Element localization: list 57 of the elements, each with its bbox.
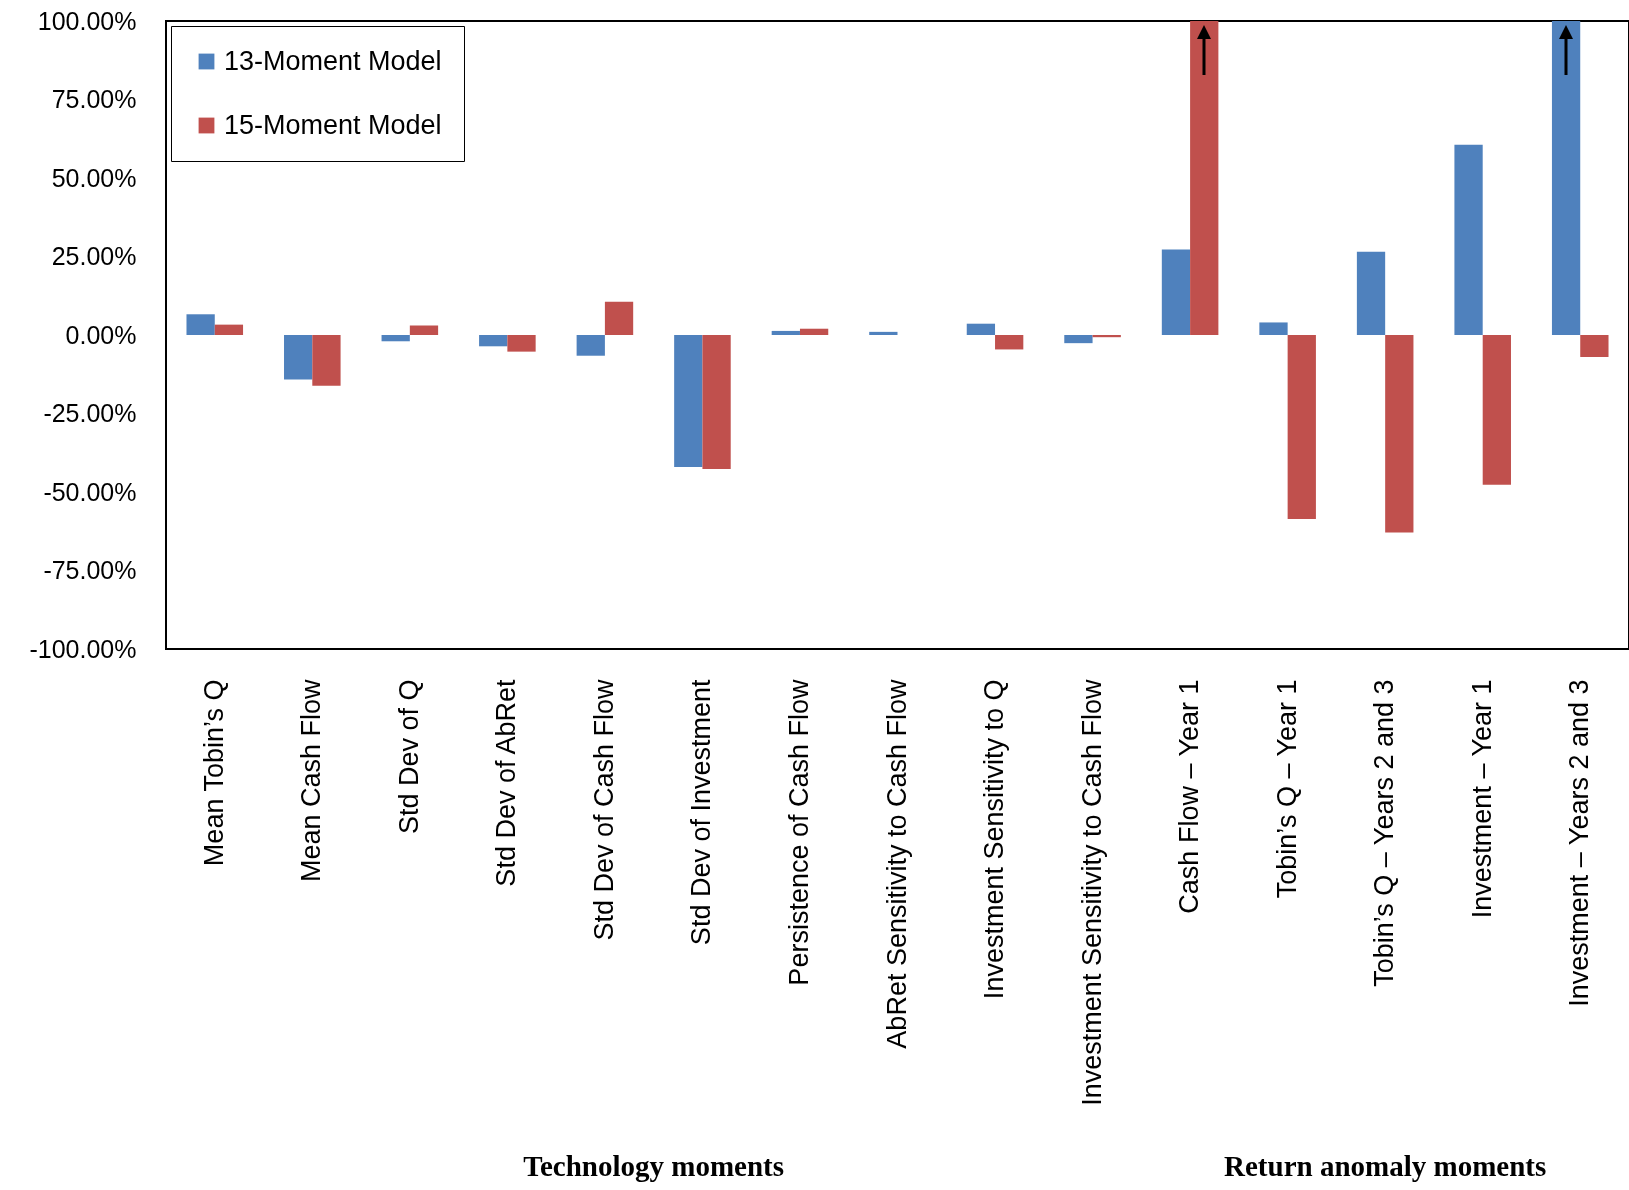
x-tick-label: Investment Sensitivity to Q [979,679,1010,1000]
bar [702,335,731,470]
x-tick-label: Std Dev of Investment [686,679,717,946]
bar [186,314,215,335]
bar [1092,335,1121,338]
y-tick-label: -25.00% [43,399,137,427]
bar [869,331,898,335]
bar [214,324,244,335]
bar [995,335,1024,350]
x-tick-label: Mean Tobin’s Q [198,679,229,867]
bar [966,323,996,335]
y-tick-label: 50.00% [51,163,137,192]
bar [604,301,634,335]
y-tick-label: 75.00% [51,85,137,113]
y-tick-label: 100.00% [37,6,137,35]
bar [771,330,800,335]
x-tick-label: Std Dev of Q [393,679,424,835]
y-tick-label: -100.00% [29,634,137,663]
bar [1385,335,1414,533]
bar [409,325,439,335]
legend-label: 15-Moment Model [224,109,442,140]
bar [479,335,508,347]
bar [507,335,536,352]
bar [312,335,341,386]
x-tick-label: Mean Cash Flow [296,679,327,883]
y-tick-label: 25.00% [51,242,137,270]
legend-label: 13-Moment Model [224,45,442,76]
bar [674,335,703,467]
bar [1482,335,1511,485]
y-tick-label: -50.00% [43,477,137,506]
bar [1454,144,1483,335]
bar [1356,251,1386,335]
bar [799,328,829,335]
x-tick-label: Persistence of Cash Flow [783,679,814,986]
x-tick-label: Tobin’s Q – Years 2 and 3 [1369,679,1400,987]
bar [1259,322,1288,335]
x-tick-label: Std Dev of AbRet [491,679,522,887]
y-tick-label: 0.00% [65,320,137,349]
x-tick-label: AbRet Sensitivity to Cash Flow [881,679,912,1049]
y-tick-label: -75.00% [43,556,137,584]
bar [1287,335,1316,519]
text: Return anomaly moments [1224,1150,1547,1183]
x-tick-label: Investment Sensitivity to Cash Flow [1076,679,1107,1106]
x-tick-label: Cash Flow – Year 1 [1174,679,1205,914]
bar [1551,21,1581,335]
x-tick-label: Std Dev of Cash Flow [588,679,619,941]
bar [284,335,313,380]
bar [1190,21,1219,335]
bar [1580,335,1609,357]
bar [1161,249,1191,335]
x-tick-label: Investment – Years 2 and 3 [1564,679,1595,1007]
bar [576,335,605,356]
x-tick-label: Investment – Year 1 [1466,679,1497,919]
bar [1064,335,1093,344]
bar [381,335,410,342]
text: Technology moments [523,1150,785,1183]
x-tick-label: Tobin’s Q – Year 1 [1271,679,1302,899]
